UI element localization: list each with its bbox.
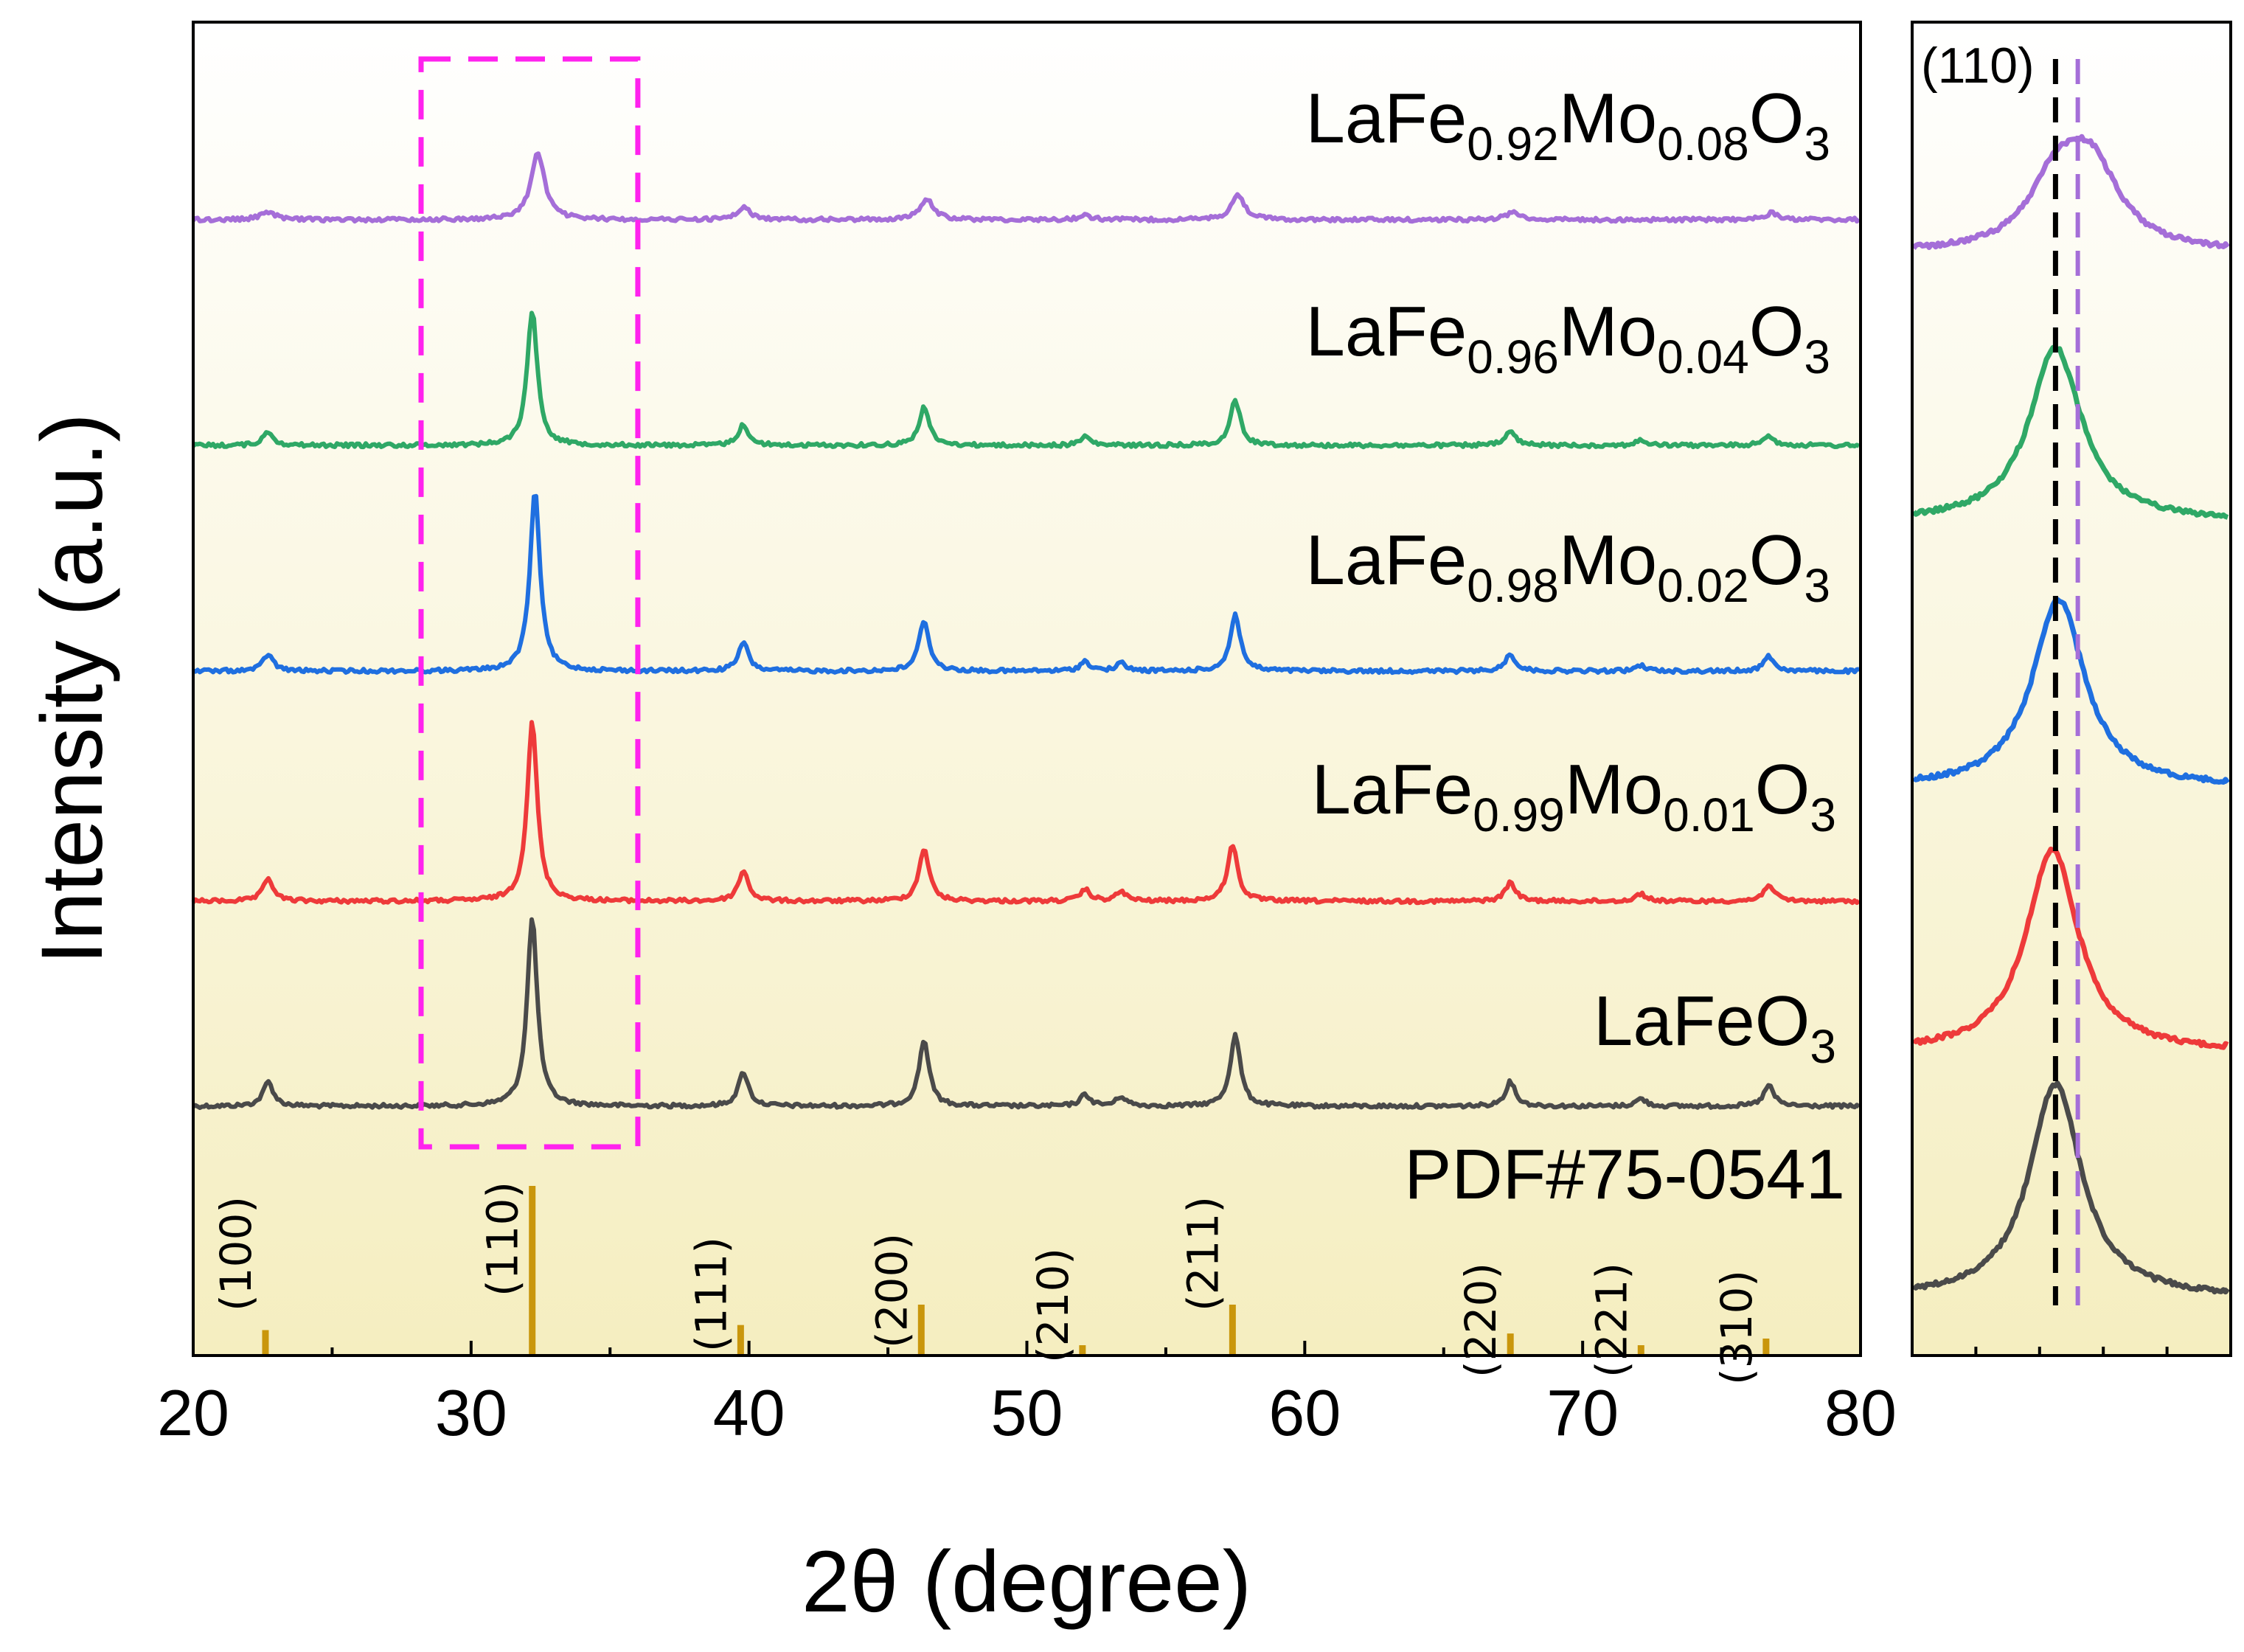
reference-label: PDF#75-0541 [1404, 1135, 1845, 1214]
x-tick-label-5: 70 [1546, 1376, 1619, 1449]
series-labels: LaFeO3 LaFe0.99Mo0.01O3 LaFe0.98Mo0.02O3 La… [1305, 79, 1836, 1073]
reference-hkl-5: (211) [1178, 1196, 1228, 1311]
reference-hkl-8: (310) [1712, 1270, 1762, 1385]
reference-hkl-7: (221) [1586, 1263, 1636, 1378]
inset-group [1911, 59, 2230, 1356]
series-group [191, 151, 1861, 1111]
reference-pattern: (100) (110) (111) (200) (210) (211) (220) (221)… [211, 1181, 1770, 1385]
inset-plot-area [1912, 22, 2231, 1356]
series-label-1: LaFe0.99Mo0.01O3 [1311, 750, 1836, 841]
x-tick-label-0: 20 [157, 1376, 229, 1449]
main-plot-area [193, 22, 1861, 1356]
reference-hkl-1: (110) [478, 1181, 528, 1297]
reference-hkl-3: (200) [866, 1233, 917, 1348]
inset-plot-frame [1911, 21, 2232, 1357]
x-tick-label-1: 30 [435, 1376, 507, 1449]
x-axis-label: 2θ (degree) [802, 1533, 1251, 1631]
series-line-3 [191, 310, 1861, 450]
reference-hkl-4: (210) [1028, 1248, 1078, 1363]
series-line-2 [192, 493, 1860, 676]
x-axis: 20 30 40 50 60 70 80 [157, 1341, 1897, 1449]
inset-series-line-3 [1911, 344, 2229, 520]
reference-hkl-0: (100) [211, 1196, 261, 1311]
x-tick-label-4: 60 [1268, 1376, 1341, 1449]
inset-series-line-1 [1912, 846, 2229, 1050]
inset-series-line-2 [1912, 597, 2230, 785]
inset-series-line-4 [1911, 133, 2230, 250]
series-label-4: LaFe0.92Mo0.08O3 [1305, 79, 1830, 170]
x-tick-label-6: 80 [1824, 1376, 1897, 1449]
series-line-1 [191, 720, 1861, 906]
inset-series-line-0 [1911, 1080, 2230, 1295]
series-line-4 [191, 151, 1861, 224]
y-axis-label: Intensity (a.u.) [24, 413, 121, 965]
series-label-3: LaFe0.96Mo0.04O3 [1305, 292, 1830, 384]
inset-hkl-label: (110) [1921, 38, 2035, 94]
series-label-0: LaFeO3 [1594, 982, 1836, 1073]
reference-hkl-2: (111) [686, 1237, 736, 1352]
x-tick-label-2: 40 [713, 1376, 785, 1449]
series-label-2: LaFe0.98Mo0.02O3 [1305, 521, 1830, 612]
x-tick-label-3: 50 [991, 1376, 1063, 1449]
reference-hkl-6: (220) [1456, 1263, 1506, 1378]
series-line-0 [192, 917, 1861, 1111]
highlight-box-110 [418, 56, 641, 1150]
